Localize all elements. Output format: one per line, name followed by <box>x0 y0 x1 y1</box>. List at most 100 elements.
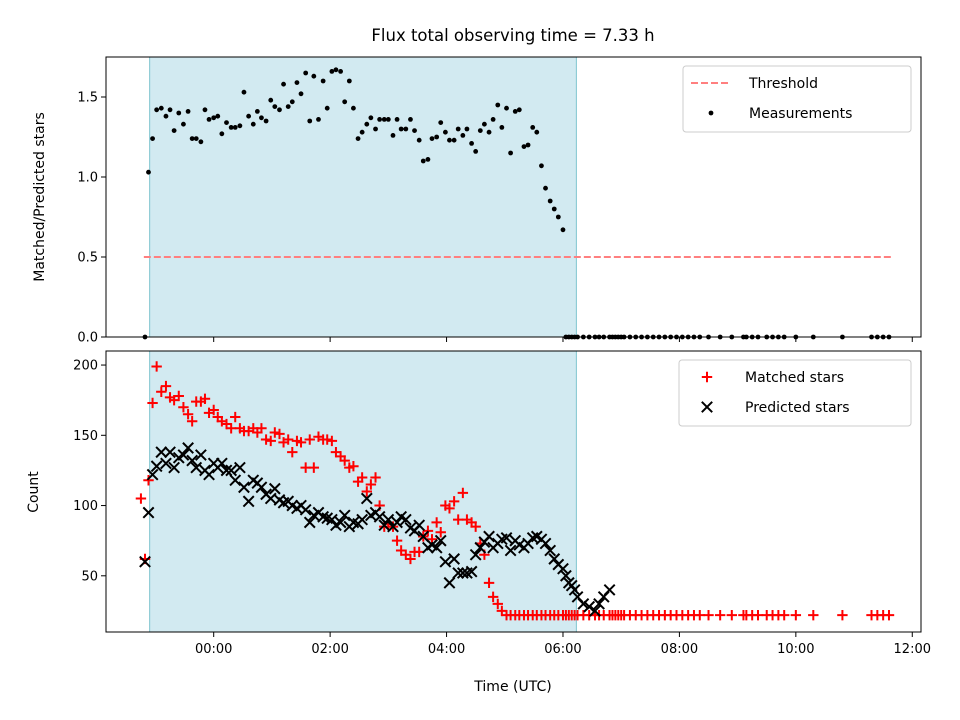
data-point <box>438 120 444 125</box>
x-tick-label: 04:00 <box>428 642 465 657</box>
data-point <box>198 139 204 145</box>
data-point <box>460 133 466 138</box>
data-point <box>287 446 298 458</box>
data-point <box>224 120 229 125</box>
data-point <box>268 482 281 495</box>
data-point <box>228 125 234 130</box>
data-point <box>272 104 278 109</box>
data-point <box>176 110 182 116</box>
legend-box <box>678 359 912 427</box>
data-point <box>203 468 215 481</box>
data-point <box>448 553 461 565</box>
data-point <box>269 427 281 438</box>
data-point <box>189 136 195 142</box>
data-point <box>181 121 186 127</box>
data-point <box>481 121 487 127</box>
data-point <box>381 117 387 122</box>
data-point <box>237 123 243 129</box>
data-point <box>525 142 531 148</box>
chart-title: Flux total observing time = 7.33 h <box>371 26 654 45</box>
data-point <box>434 134 440 140</box>
data-point <box>316 117 321 122</box>
data-point <box>473 149 479 154</box>
legend-entry: Predicted stars <box>745 400 850 416</box>
data-point <box>351 105 356 111</box>
series-predicted-stars <box>139 442 616 617</box>
data-point <box>265 435 276 447</box>
data-point <box>377 117 383 122</box>
data-point <box>469 141 474 146</box>
data-point <box>403 126 409 132</box>
data-point <box>156 386 167 397</box>
data-point <box>778 609 790 621</box>
data-point <box>448 496 460 507</box>
x-tick-label: 12:00 <box>894 642 931 657</box>
data-point <box>504 544 517 557</box>
data-point <box>164 446 176 459</box>
data-point <box>483 530 495 543</box>
data-point <box>443 576 456 589</box>
data-point <box>155 446 168 459</box>
data-point <box>142 506 155 519</box>
data-point <box>399 513 412 526</box>
data-point <box>186 454 199 467</box>
data-point <box>368 115 374 121</box>
data-point <box>539 163 544 169</box>
data-point <box>308 462 320 473</box>
data-point <box>413 519 426 532</box>
x-axis-label: Time (UTC) <box>473 679 551 695</box>
axes-frame <box>105 56 922 338</box>
data-point <box>593 597 605 610</box>
data-point <box>259 115 264 121</box>
data-point <box>883 609 895 621</box>
data-point <box>139 555 151 568</box>
data-point <box>544 544 557 557</box>
data-point <box>211 115 217 121</box>
data-point <box>490 117 496 122</box>
data-point <box>486 129 492 135</box>
data-point <box>225 423 237 434</box>
data-point <box>431 517 442 528</box>
data-point <box>464 126 470 132</box>
data-point <box>178 402 189 413</box>
data-point <box>530 125 536 130</box>
legend-marker-swatch <box>701 401 713 413</box>
data-point <box>338 509 351 522</box>
data-point <box>703 609 714 621</box>
data-point <box>346 78 352 84</box>
data-point <box>583 600 596 613</box>
data-point <box>325 513 338 526</box>
data-point <box>373 510 386 523</box>
data-point <box>242 495 255 508</box>
x-tick-label: 10:00 <box>777 642 814 657</box>
data-point <box>365 479 377 490</box>
y-tick-label: 150 <box>73 429 98 444</box>
data-point <box>193 136 199 142</box>
data-point <box>455 126 461 132</box>
data-point <box>219 131 225 137</box>
data-point <box>499 125 505 130</box>
data-point <box>512 109 518 114</box>
data-point <box>714 609 726 621</box>
legend: Matched stars Predicted stars <box>678 359 912 427</box>
data-point <box>469 548 482 561</box>
data-point <box>246 113 252 119</box>
legend-entry: Measurements <box>749 106 852 122</box>
data-point <box>555 214 561 220</box>
data-point <box>250 121 256 127</box>
data-point <box>160 457 172 470</box>
data-point <box>504 105 509 111</box>
data-point <box>285 104 291 109</box>
data-point <box>373 126 378 132</box>
data-point <box>837 609 848 621</box>
data-point <box>230 411 241 423</box>
data-point <box>177 449 190 461</box>
data-point <box>215 457 228 470</box>
data-point <box>808 609 819 621</box>
data-point <box>150 136 155 142</box>
y-tick-label: 100 <box>73 499 98 514</box>
y-tick-label: 1.5 <box>77 91 98 106</box>
data-point <box>412 128 417 134</box>
data-point <box>299 503 312 516</box>
